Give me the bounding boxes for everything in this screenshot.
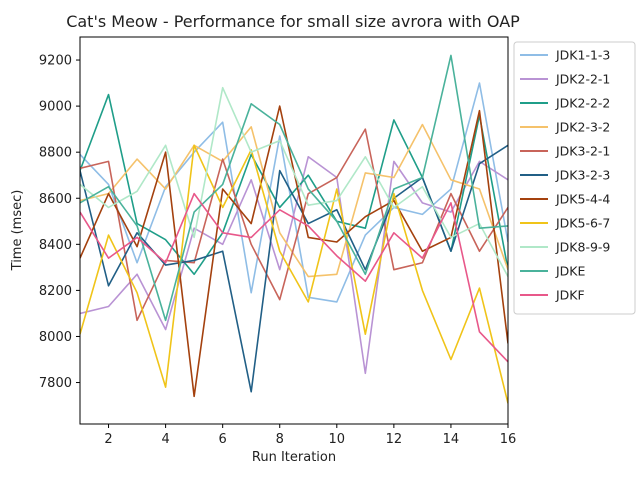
x-tick-label: 16 [500,432,517,447]
legend-label: JDK2-3-2 [555,120,610,135]
legend-label: JDKF [555,288,585,303]
chart-title: Cat's Meow - Performance for small size … [66,12,520,31]
y-tick-label: 9200 [39,54,72,69]
legend-label: JDK8-9-9 [555,240,610,255]
y-tick-label: 8600 [39,192,72,207]
y-tick-label: 9000 [39,100,72,115]
y-axis-label: Time (msec) [10,190,25,272]
legend-label: JDK5-4-4 [555,192,610,207]
y-tick-label: 8200 [39,284,72,299]
series-line-jdk2-3-2 [80,123,508,278]
legend-label: JDKE [555,264,586,279]
x-axis-ticks: 2 4 6 8 10 12 14 16 [104,424,516,447]
series-line-jdk2-2-1 [80,155,508,375]
series-line-jdk5-6-7 [80,144,508,404]
legend-label: JDK3-2-1 [555,144,610,159]
series-line-jdke [80,54,508,322]
series-line-jdk3-2-3 [80,144,508,393]
plot-lines [80,54,508,404]
x-tick-label: 8 [276,432,284,447]
y-tick-label: 8800 [39,146,72,161]
legend-label: JDK2-2-2 [555,96,610,111]
x-tick-label: 4 [161,432,169,447]
legend: JDK1-1-3 JDK2-2-1 JDK2-2-2 JDK2-3-2 JDK3-2-1… [513,41,636,315]
series-line-jdk3-2-1 [80,128,508,322]
series-line-jdk1-1-3 [80,82,508,303]
x-axis-label: Run Iteration [252,450,336,465]
series-line-jdkf [80,192,508,363]
y-tick-label: 8000 [39,330,72,345]
y-tick-label: 8400 [39,238,72,253]
legend-label: JDK3-2-3 [555,168,610,183]
y-tick-label: 7800 [39,376,72,391]
legend-label: JDK2-2-1 [555,72,610,87]
x-tick-label: 6 [219,432,227,447]
x-tick-label: 12 [386,432,403,447]
plot-frame [79,36,509,425]
x-tick-label: 14 [443,432,460,447]
x-tick-label: 2 [104,432,112,447]
series-line-jdk8-9-9 [80,86,508,277]
legend-label: JDK1-1-3 [555,48,610,63]
x-tick-label: 10 [329,432,346,447]
legend-label: JDK5-6-7 [555,216,610,231]
y-axis-ticks: 7800 8000 8200 8400 8600 8800 9000 9200 [39,54,80,391]
